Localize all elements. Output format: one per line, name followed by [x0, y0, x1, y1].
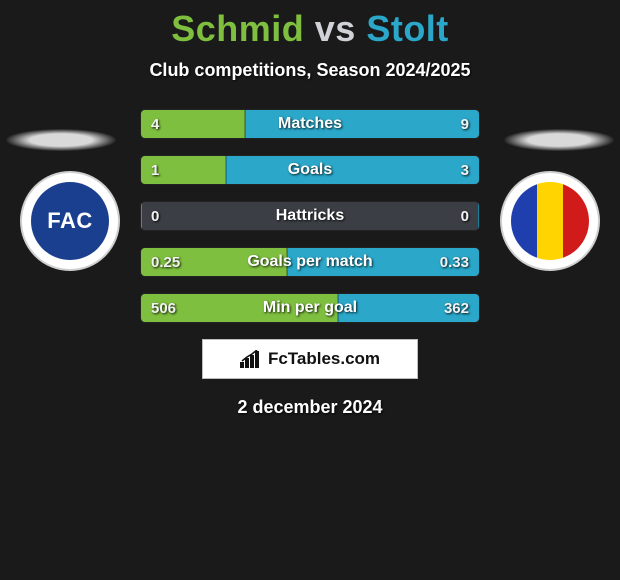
comparison-stage: FAC 49Matches 13Goals 0 0Hattricks 0.250.33G…: [0, 109, 620, 418]
team-a-crest-inner: FAC: [31, 182, 109, 260]
stat-fill-a: [141, 202, 142, 230]
brand-chart-icon: [240, 350, 262, 368]
team-a-short: FAC: [47, 208, 93, 234]
team-a-crest: FAC: [20, 171, 120, 271]
brand-text: FcTables.com: [268, 349, 380, 369]
date-text: 2 december 2024: [0, 397, 620, 418]
stat-fill-b: [226, 156, 480, 184]
stat-row: 0.250.33Goals per match: [140, 247, 480, 277]
stat-fill-b: [338, 294, 479, 322]
brand-badge: FcTables.com: [202, 339, 418, 379]
stat-label: Hattricks: [141, 202, 479, 230]
player-a-name: Schmid: [171, 8, 304, 49]
stat-fill-a: [141, 294, 338, 322]
stat-fill-b: [245, 110, 479, 138]
stat-fill-b: [478, 202, 479, 230]
stat-row: 0 0Hattricks: [140, 201, 480, 231]
stat-fill-a: [141, 110, 245, 138]
vs-text: vs: [315, 8, 356, 49]
page-title: Schmid vs Stolt: [0, 0, 620, 50]
stat-fill-a: [141, 248, 287, 276]
player-b-shadow: [504, 129, 614, 151]
stat-fill-a: [141, 156, 226, 184]
stats-bars: 49Matches 13Goals 0 0Hattricks 0.250.33Goals…: [140, 109, 480, 323]
stat-row: 13Goals: [140, 155, 480, 185]
subtitle: Club competitions, Season 2024/2025: [0, 60, 620, 81]
stat-row: 506362Min per goal: [140, 293, 480, 323]
team-b-stripes: [511, 182, 589, 260]
stat-fill-b: [287, 248, 479, 276]
player-a-shadow: [6, 129, 116, 151]
team-b-crest-inner: [511, 182, 589, 260]
stat-row: 49Matches: [140, 109, 480, 139]
player-b-name: Stolt: [366, 8, 448, 49]
stat-value-a: 0: [141, 202, 169, 230]
team-b-crest: [500, 171, 600, 271]
stat-value-b: 0: [451, 202, 479, 230]
